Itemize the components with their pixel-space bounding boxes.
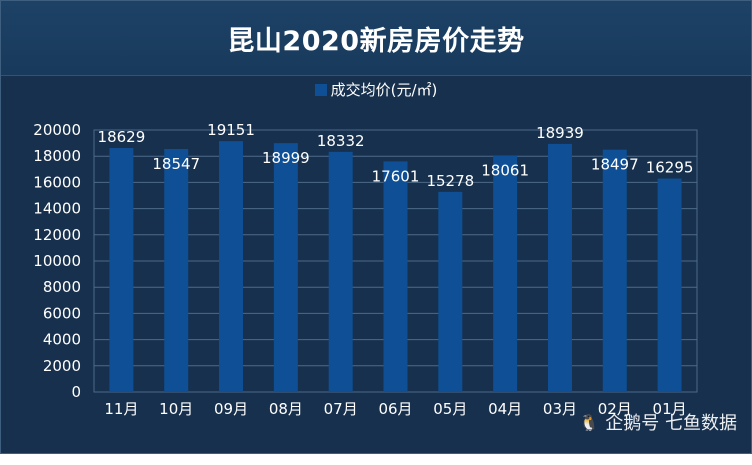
data-label: 18629 <box>98 128 146 146</box>
bar <box>493 155 518 392</box>
data-label: 18547 <box>152 155 200 173</box>
watermark: 🐧 企鹅号 七鱼数据 <box>579 409 737 435</box>
legend: 成交均价(元/㎡) <box>1 79 751 100</box>
y-tick-label: 4000 <box>43 331 81 349</box>
chart-frame: 昆山2020新房房价走势 成交均价(元/㎡) 0 2000 4000 6000 8000… <box>0 0 752 454</box>
legend-label: 成交均价(元/㎡) <box>330 81 438 99</box>
x-tick-label: 07月 <box>324 400 358 418</box>
watermark-text: 企鹅号 七鱼数据 <box>605 413 737 434</box>
x-tick-label: 09月 <box>214 400 248 418</box>
y-tick-label: 20000 <box>33 121 81 139</box>
legend-swatch <box>314 83 327 96</box>
bar <box>438 191 463 392</box>
x-tick-label: 06月 <box>378 400 412 418</box>
bar <box>328 151 353 392</box>
data-label: 18999 <box>262 149 310 167</box>
y-tick-label: 10000 <box>33 252 81 270</box>
data-label: 19151 <box>207 121 255 139</box>
penguin-icon: 🐧 <box>579 412 600 432</box>
y-tick-label: 18000 <box>33 147 81 165</box>
chart-title: 昆山2020新房房价走势 <box>227 25 525 57</box>
x-tick-label: 05月 <box>433 400 467 418</box>
bar <box>547 143 572 392</box>
bar <box>383 161 408 392</box>
data-label: 16295 <box>646 159 694 177</box>
bar <box>109 147 134 392</box>
y-tick-label: 6000 <box>43 304 81 322</box>
x-tick-label: 03月 <box>543 400 577 418</box>
bar <box>219 141 244 392</box>
data-label: 17601 <box>372 167 420 185</box>
data-label: 18332 <box>317 132 365 150</box>
data-label: 15278 <box>426 172 474 190</box>
y-tick-label: 16000 <box>33 173 81 191</box>
bar <box>273 143 298 392</box>
data-label: 18939 <box>536 124 584 142</box>
y-tick-label: 14000 <box>33 200 81 218</box>
x-tick-label: 11月 <box>104 400 138 418</box>
y-tick-label: 12000 <box>33 226 81 244</box>
title-bar: 昆山2020新房房价走势 <box>1 1 751 76</box>
x-tick-label: 01月 <box>653 400 687 418</box>
y-tick-label: 2000 <box>43 357 81 375</box>
bar <box>164 149 189 392</box>
x-tick-label: 10月 <box>159 400 193 418</box>
data-label: 18497 <box>591 156 639 174</box>
bar-chart: 0 2000 4000 6000 8000 10000 12000 14000 16000 180… <box>33 121 698 418</box>
x-tick-label: 08月 <box>269 400 303 418</box>
x-tick-label: 02月 <box>598 400 632 418</box>
x-tick-label: 04月 <box>488 400 522 418</box>
bar <box>657 178 682 392</box>
y-tick-label: 0 <box>71 383 81 401</box>
bar <box>602 149 627 392</box>
data-label: 18061 <box>481 161 529 179</box>
y-tick-label: 8000 <box>43 278 81 296</box>
